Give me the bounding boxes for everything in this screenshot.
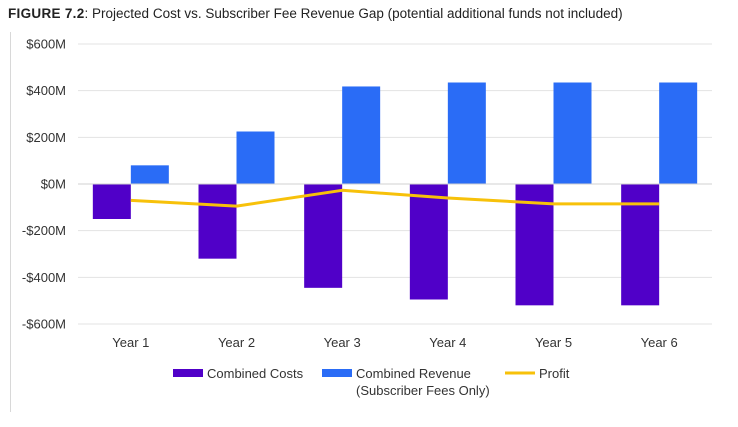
cost-bar — [621, 184, 660, 306]
legend-swatch-revenue — [322, 369, 352, 377]
legend-label-costs: Combined Costs — [207, 366, 304, 381]
cost-bar — [304, 184, 343, 288]
y-tick-label: -$400M — [22, 270, 66, 285]
legend-label-profit: Profit — [539, 366, 570, 381]
cost-bar — [92, 184, 131, 219]
y-tick-label: $400M — [26, 83, 66, 98]
y-tick-label: $600M — [26, 37, 66, 52]
y-tick-label: $0M — [41, 177, 66, 192]
x-tick-label: Year 5 — [535, 335, 572, 350]
revenue-bar — [447, 82, 486, 184]
revenue-bar — [236, 131, 275, 184]
revenue-bar — [659, 82, 698, 184]
x-tick-label: Year 4 — [429, 335, 466, 350]
revenue-bar — [130, 165, 169, 184]
legend-label-revenue-sub: (Subscriber Fees Only) — [356, 383, 490, 398]
x-tick-label: Year 1 — [112, 335, 149, 350]
x-tick-label: Year 2 — [218, 335, 255, 350]
y-tick-label: -$200M — [22, 223, 66, 238]
x-tick-label: Year 6 — [641, 335, 678, 350]
y-tick-label: -$600M — [22, 317, 66, 332]
figure-caption: : Projected Cost vs. Subscriber Fee Reve… — [84, 6, 623, 21]
x-tick-label: Year 3 — [324, 335, 361, 350]
legend-swatch-costs — [173, 369, 203, 377]
cost-bar — [409, 184, 448, 300]
figure-title: FIGURE 7.2: Projected Cost vs. Subscribe… — [8, 6, 623, 21]
figure-label: FIGURE 7.2 — [8, 6, 85, 21]
y-tick-label: $200M — [26, 130, 66, 145]
cost-bar — [198, 184, 237, 259]
revenue-bar — [553, 82, 592, 184]
legend-label-revenue: Combined Revenue — [356, 366, 471, 381]
profit-line — [130, 188, 660, 208]
revenue-bar — [342, 86, 381, 184]
left-border — [10, 32, 11, 412]
